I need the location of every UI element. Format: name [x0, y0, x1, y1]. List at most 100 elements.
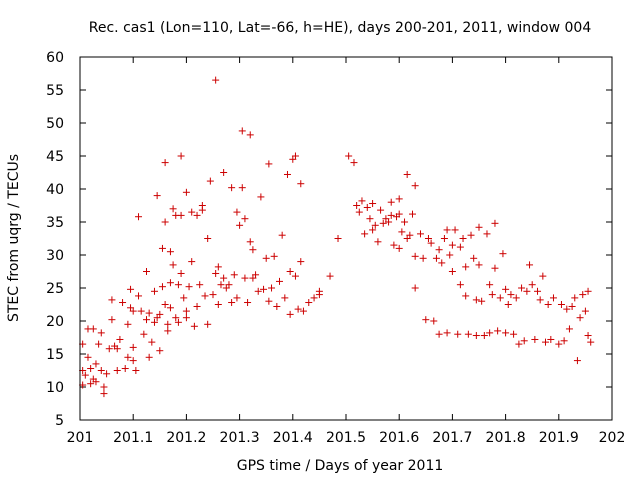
data-point — [127, 285, 135, 293]
data-point — [193, 211, 201, 219]
data-point — [560, 337, 568, 345]
data-point — [217, 281, 225, 289]
data-point — [108, 316, 116, 324]
data-point — [403, 170, 411, 178]
data-point — [435, 246, 443, 254]
data-point — [254, 287, 262, 295]
data-point — [358, 197, 366, 205]
data-point — [536, 296, 544, 304]
data-point — [174, 318, 182, 326]
data-point — [504, 301, 512, 308]
data-point — [265, 297, 273, 305]
data-point — [278, 231, 286, 239]
data-point — [241, 215, 249, 223]
data-point — [143, 316, 150, 324]
data-point — [294, 305, 302, 313]
data-point — [246, 131, 254, 139]
data-point — [156, 310, 164, 318]
x-tick-label: 202 — [599, 430, 626, 446]
x-tick-label: 201.5 — [326, 430, 366, 446]
y-tick-label: 50 — [46, 116, 64, 132]
data-point — [177, 152, 185, 160]
data-point — [483, 230, 491, 238]
data-point — [95, 340, 103, 348]
data-point — [129, 343, 137, 351]
data-point — [456, 243, 464, 251]
data-point — [169, 205, 177, 213]
data-point — [188, 208, 196, 216]
data-point — [451, 226, 459, 234]
y-tick-label: 5 — [55, 413, 64, 429]
data-point — [510, 330, 518, 338]
data-point — [204, 320, 212, 328]
data-point — [363, 203, 371, 211]
data-point — [103, 370, 111, 378]
data-point — [145, 309, 153, 317]
data-point — [84, 353, 92, 361]
data-point — [148, 338, 156, 346]
data-point — [499, 250, 507, 258]
data-point — [228, 184, 236, 192]
data-point — [172, 314, 180, 322]
chart-title: Rec. cas1 (Lon=110, Lat=-66, h=HE), days… — [89, 20, 592, 36]
data-point — [424, 235, 432, 242]
data-point — [432, 254, 440, 262]
y-tick-label: 55 — [46, 83, 64, 99]
data-point — [464, 330, 472, 338]
data-point — [512, 294, 520, 302]
data-point — [113, 367, 121, 374]
data-point — [305, 299, 313, 307]
data-point — [249, 246, 257, 254]
data-point — [534, 287, 542, 295]
data-point — [135, 292, 143, 300]
data-point — [153, 192, 161, 200]
data-point — [345, 152, 353, 160]
data-point — [164, 327, 172, 335]
data-point — [161, 159, 169, 167]
data-point — [406, 231, 414, 239]
data-point — [366, 215, 374, 223]
data-point — [276, 277, 283, 285]
data-point — [369, 226, 377, 234]
data-point — [238, 127, 246, 135]
data-point — [137, 307, 145, 315]
data-point — [387, 198, 395, 206]
y-tick-label: 20 — [46, 314, 64, 330]
data-point — [587, 338, 595, 346]
data-point — [502, 285, 510, 293]
data-point — [398, 228, 406, 236]
data-point — [369, 200, 377, 208]
data-point — [571, 294, 579, 302]
data-point — [252, 271, 260, 279]
data-point — [268, 284, 276, 292]
data-point — [374, 238, 382, 246]
data-point — [262, 254, 270, 262]
data-point — [100, 383, 108, 391]
data-point — [411, 182, 419, 190]
data-point — [244, 299, 252, 307]
data-point — [507, 291, 515, 299]
data-point — [140, 330, 148, 338]
data-point — [310, 294, 318, 302]
y-tick-label: 35 — [46, 215, 64, 231]
data-point — [201, 292, 209, 300]
data-point — [116, 335, 124, 343]
y-tick-label: 10 — [46, 380, 64, 396]
data-point — [334, 235, 342, 242]
data-point — [230, 271, 238, 279]
data-point — [422, 316, 430, 324]
data-point — [565, 325, 573, 333]
data-point — [158, 244, 166, 252]
data-point — [491, 264, 499, 272]
data-point — [150, 318, 158, 326]
data-point — [371, 221, 379, 229]
data-point — [236, 221, 244, 229]
data-point — [214, 301, 222, 308]
data-point — [488, 291, 496, 299]
data-point — [212, 76, 220, 84]
data-point — [576, 314, 584, 322]
data-point — [557, 301, 565, 308]
data-point — [467, 231, 475, 239]
data-point — [411, 252, 419, 260]
